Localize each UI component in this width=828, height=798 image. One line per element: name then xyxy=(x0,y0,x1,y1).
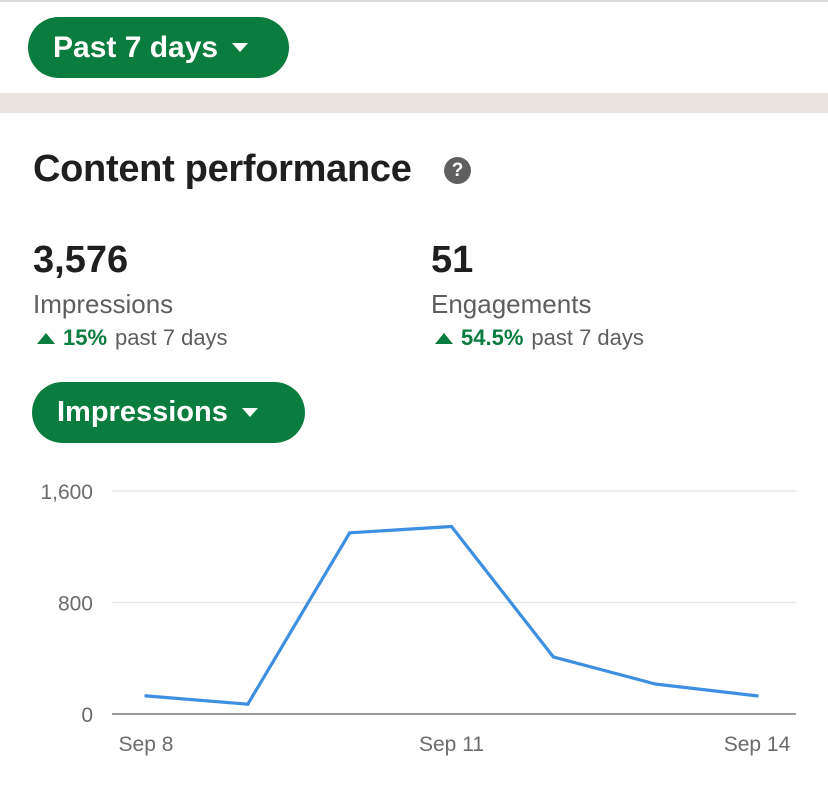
trend-percent: 54.5% xyxy=(461,325,524,350)
section-title: Content performance xyxy=(33,148,412,190)
data-point xyxy=(348,531,352,535)
data-point xyxy=(755,694,759,698)
impressions-series-line xyxy=(144,524,759,706)
metric-engagements: 51 Engagements 54.5% past 7 days xyxy=(431,238,644,352)
metric-value: 3,576 xyxy=(33,239,129,281)
x-tick-label: Sep 11 xyxy=(419,733,484,756)
y-tick-label: 0 xyxy=(81,704,93,727)
trend-period: past 7 days xyxy=(531,325,644,350)
x-tick-label: Sep 14 xyxy=(724,733,791,756)
trend-up-icon xyxy=(37,332,55,344)
metric-label: Engagements xyxy=(431,289,592,319)
trend-percent: 15% xyxy=(63,325,108,350)
data-point xyxy=(653,682,657,686)
data-point xyxy=(449,524,454,529)
metric-impressions: 3,576 Impressions 15% past 7 days xyxy=(33,238,228,352)
caret-down-icon xyxy=(232,43,249,52)
metric-trend: 15% past 7 days xyxy=(33,324,228,352)
data-point xyxy=(144,694,148,698)
x-tick-label: Sep 8 xyxy=(119,733,174,756)
impressions-line-chart: 1,600 800 0 Sep 8 Sep 11 Sep 14 xyxy=(40,481,796,756)
question-circle-icon[interactable]: ? xyxy=(444,157,471,184)
metric-selector-dropdown[interactable]: Impressions xyxy=(32,382,305,443)
data-point xyxy=(551,655,555,659)
trend-period: past 7 days xyxy=(115,325,228,350)
y-tick-label: 1,600 xyxy=(40,481,93,504)
period-filter-dropdown[interactable]: Past 7 days xyxy=(28,17,289,78)
metric-trend: 54.5% past 7 days xyxy=(431,324,644,352)
metric-selector-label: Impressions xyxy=(57,396,228,428)
metric-value: 51 xyxy=(431,239,474,281)
data-point xyxy=(246,702,250,706)
period-filter-label: Past 7 days xyxy=(53,30,219,64)
caret-down-icon xyxy=(241,408,258,417)
top-border xyxy=(0,0,828,2)
section-divider xyxy=(0,93,828,113)
metric-label: Impressions xyxy=(33,289,174,319)
trend-up-icon xyxy=(435,332,453,344)
y-tick-label: 800 xyxy=(58,593,93,616)
